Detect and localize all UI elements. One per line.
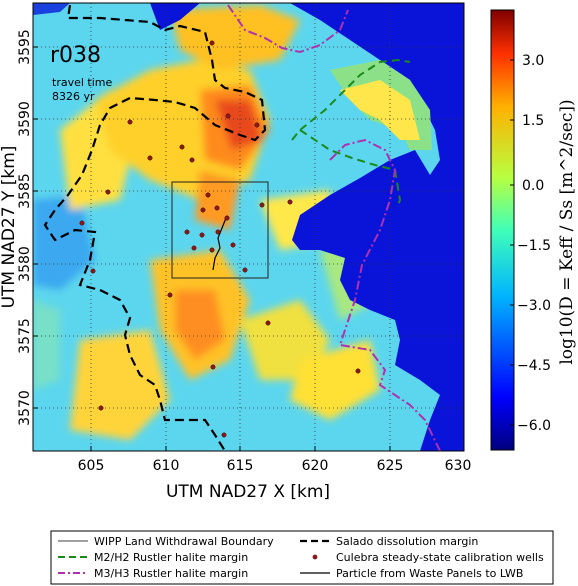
calibration-wells	[79, 40, 361, 438]
well-point	[200, 207, 206, 213]
well-point	[184, 229, 190, 235]
well-point	[214, 205, 220, 211]
colorbar-title: log10(D = Keff / Ss [m^2/sec])	[557, 99, 577, 364]
y-tick-label: 3590	[17, 101, 33, 137]
colorbar-tick: −6.0	[517, 418, 551, 434]
map-panel: r038 travel time 8326 yr 605 610 615 620…	[0, 2, 472, 502]
colorbar-tick: 3.0	[522, 53, 544, 69]
colorbar: 3.0 1.5 0.0 −1.5 −3.0 −4.5 −6.0 log10(D …	[490, 9, 577, 451]
well-point	[205, 192, 211, 198]
legend-label: Salado dissolution margin	[336, 535, 478, 548]
legend-label: Particle from Waste Panels to LWB	[336, 567, 523, 580]
y-tick-label: 3595	[17, 29, 33, 65]
well-point	[98, 405, 104, 411]
colorbar-tick: −4.5	[517, 358, 551, 374]
colorbar-tick: 1.5	[522, 113, 544, 129]
travel-time-value: 8326 yr	[52, 90, 95, 103]
particle-track	[212, 217, 227, 271]
legend-label: WIPP Land Withdrawal Boundary	[94, 535, 274, 548]
x-axis-title: UTM NAD27 X [km]	[166, 482, 330, 502]
map-frame	[32, 2, 465, 452]
legend: WIPP Land Withdrawal Boundary Salado dis…	[50, 530, 554, 585]
x-tick-label: 610	[153, 458, 180, 474]
legend-label: Culebra steady-state calibration wells	[336, 551, 544, 564]
run-id: r038	[50, 43, 101, 68]
legend-label: M2/H2 Rustler halite margin	[94, 551, 248, 564]
x-tick-label: 605	[78, 458, 105, 474]
well-point	[215, 229, 221, 235]
y-tick-label: 3570	[17, 390, 33, 426]
well-point	[224, 215, 230, 221]
well-point	[199, 232, 205, 238]
colorbar-gradient	[490, 9, 515, 451]
well-point	[209, 40, 215, 46]
colorbar-tick: −1.5	[517, 238, 551, 254]
wipp-boundary	[171, 181, 269, 279]
well-point	[259, 202, 265, 208]
well-point	[209, 247, 215, 253]
x-tick-label: 620	[302, 458, 329, 474]
legend-label: M3/H3 Rustler halite margin	[94, 567, 248, 580]
well-point	[265, 320, 271, 326]
well-point	[79, 220, 85, 226]
legend-box	[50, 530, 554, 585]
diffusivity-field	[33, 3, 464, 451]
well-point	[191, 245, 197, 251]
well-point	[287, 199, 293, 205]
well-point	[254, 122, 260, 128]
x-tick-label: 625	[377, 458, 404, 474]
well-point	[127, 119, 133, 125]
x-axis: 605 610 615 620 625 630 UTM NAD27 X [km]	[78, 446, 472, 502]
m2h2-margin	[291, 58, 411, 206]
y-tick-label: 3585	[17, 173, 33, 209]
y-axis: 3570 3575 3580 3585 3590 3595 UTM NAD27 …	[0, 29, 38, 426]
well-point	[147, 155, 153, 161]
m3h3-margin	[227, 4, 441, 451]
colorbar-tick: −3.0	[517, 298, 551, 314]
well-point	[179, 144, 185, 150]
y-tick-label: 3575	[17, 318, 33, 354]
well-point	[210, 364, 216, 370]
well-point	[189, 157, 195, 163]
x-tick-label: 630	[445, 458, 472, 474]
well-point	[355, 368, 361, 374]
travel-time-label: travel time	[52, 76, 112, 89]
map-grid	[33, 3, 464, 451]
well-point	[242, 267, 248, 273]
well-point	[105, 189, 111, 195]
well-point	[90, 268, 96, 274]
legend-swatch-wells	[312, 554, 318, 560]
well-point	[221, 432, 227, 438]
well-point	[225, 113, 231, 119]
well-point	[230, 242, 236, 248]
y-axis-title: UTM NAD27 Y [km]	[0, 146, 19, 309]
well-point	[167, 292, 173, 298]
x-tick-label: 615	[227, 458, 254, 474]
salado-margin	[43, 4, 267, 451]
y-tick-label: 3580	[17, 246, 33, 282]
colorbar-tick: 0.0	[522, 178, 544, 194]
